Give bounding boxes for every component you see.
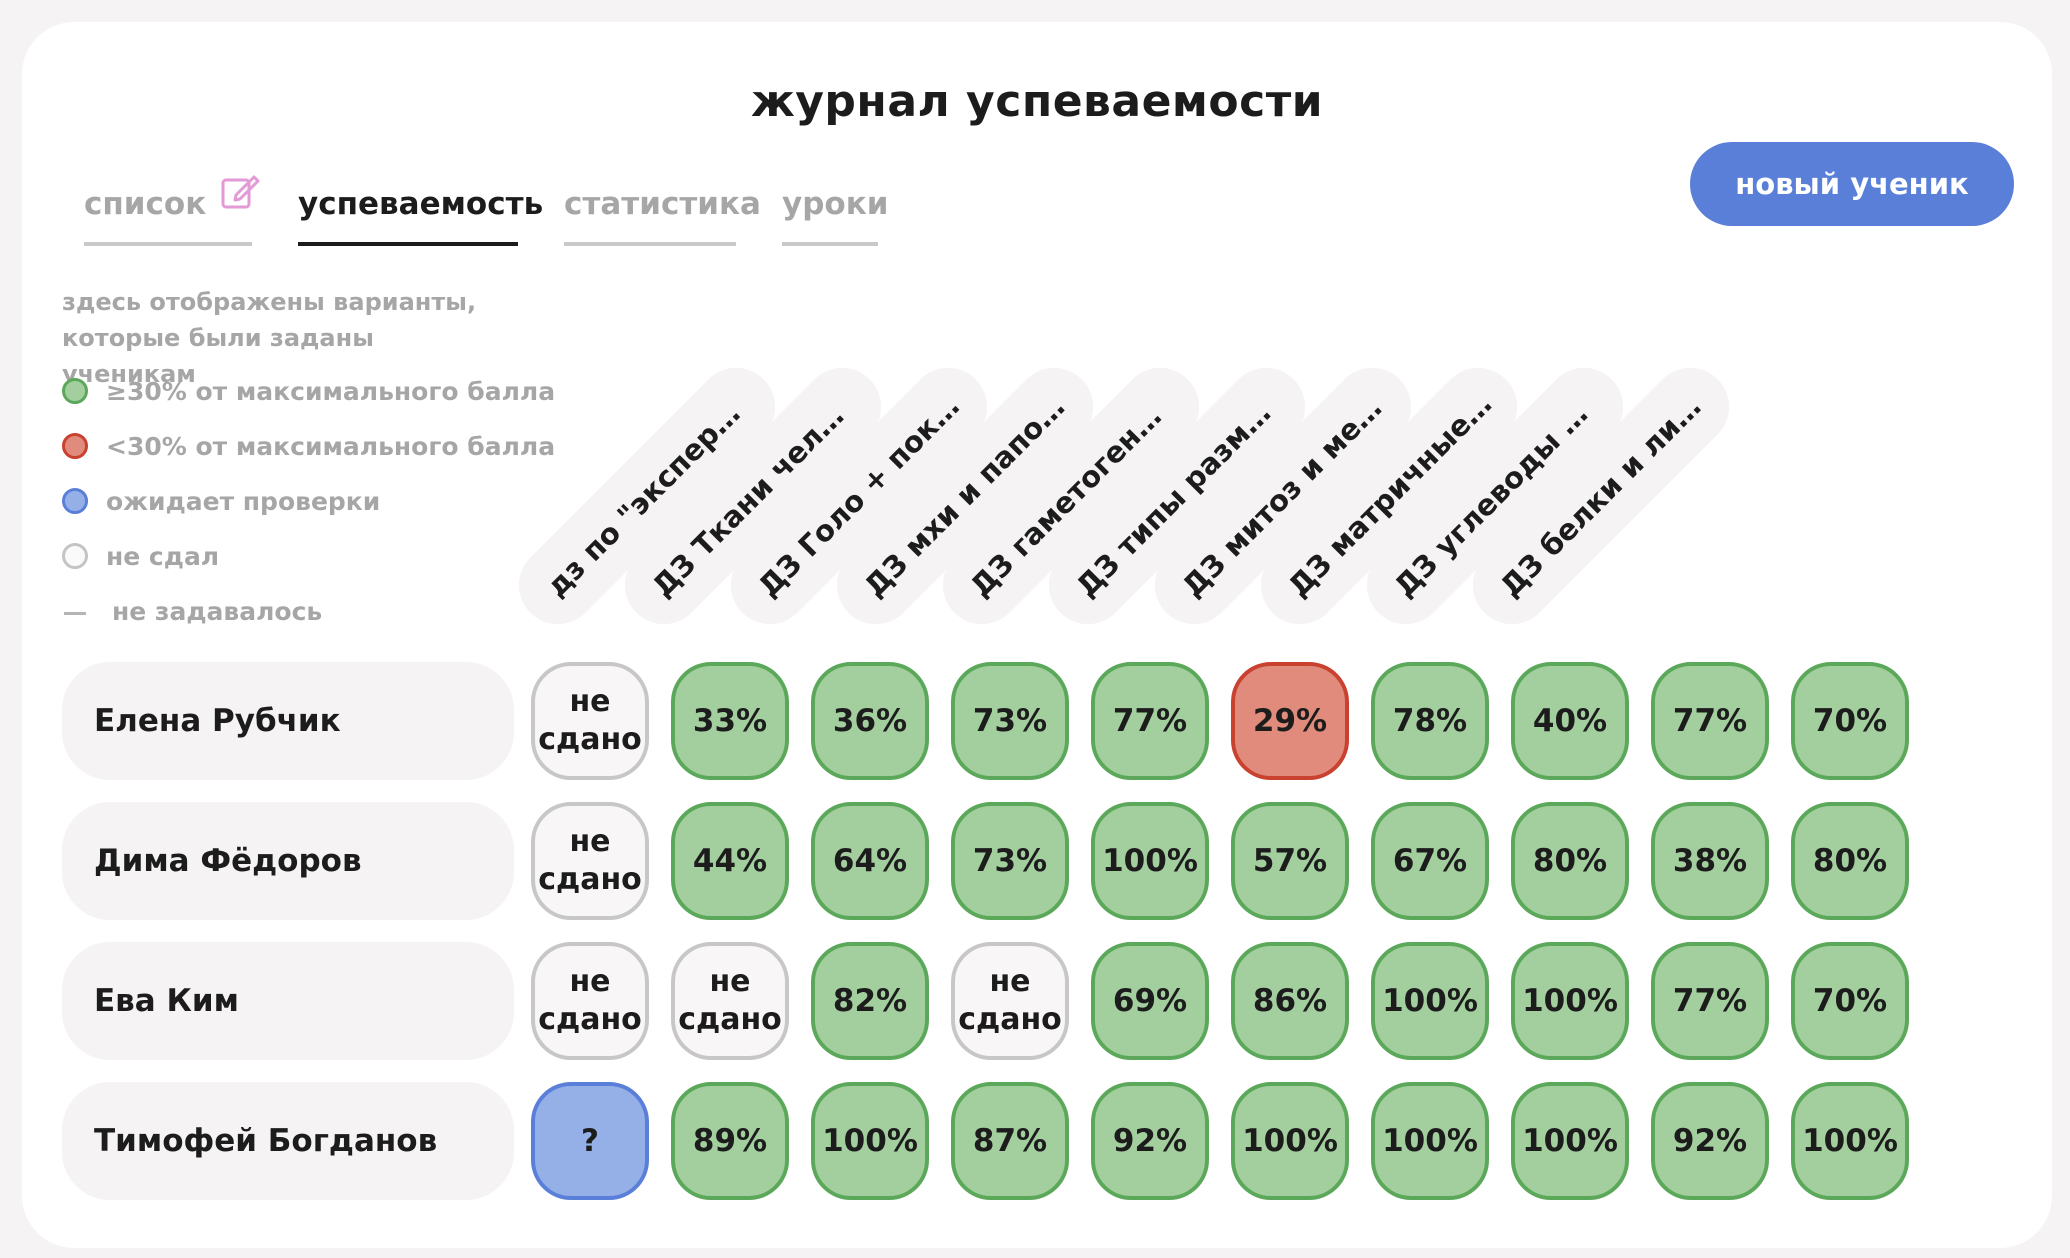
legend-item-none: не сдал bbox=[62, 537, 219, 577]
grade-cell[interactable]: 100% bbox=[1791, 1082, 1909, 1200]
red-dot-icon bbox=[62, 433, 88, 459]
grade-cell[interactable]: 69% bbox=[1091, 942, 1209, 1060]
student-name[interactable]: Тимофей Богданов bbox=[62, 1082, 514, 1200]
grade-cell[interactable]: не сдано bbox=[951, 942, 1069, 1060]
empty-dot-icon bbox=[62, 543, 88, 569]
grade-cell[interactable]: ? bbox=[531, 1082, 649, 1200]
grade-cell[interactable]: 77% bbox=[1651, 942, 1769, 1060]
green-dot-icon bbox=[62, 378, 88, 404]
legend-note: здесь отображены варианты, которые были … bbox=[62, 288, 477, 388]
grade-cell[interactable]: 100% bbox=[1511, 1082, 1629, 1200]
legend-label: <30% от максимального балла bbox=[106, 432, 556, 461]
tab-list-label: список bbox=[84, 186, 207, 222]
grade-cell[interactable]: 86% bbox=[1231, 942, 1349, 1060]
grade-cell[interactable]: 36% bbox=[811, 662, 929, 780]
grade-cell[interactable]: не сдано bbox=[531, 662, 649, 780]
grade-cell[interactable]: 80% bbox=[1791, 802, 1909, 920]
grade-cell[interactable]: 100% bbox=[1371, 942, 1489, 1060]
grade-cell[interactable]: 38% bbox=[1651, 802, 1769, 920]
dash-icon bbox=[64, 611, 86, 615]
gradebook-card: журнал успеваемости список успеваемость … bbox=[22, 22, 2052, 1248]
blue-dot-icon bbox=[62, 488, 88, 514]
grade-cell[interactable]: 40% bbox=[1511, 662, 1629, 780]
grade-cell[interactable]: 64% bbox=[811, 802, 929, 920]
tab-statistics-label: статистика bbox=[564, 186, 761, 222]
new-student-button[interactable]: новый ученик bbox=[1690, 142, 2014, 226]
edit-icon bbox=[220, 169, 260, 233]
grade-cell[interactable]: 77% bbox=[1091, 662, 1209, 780]
tab-list[interactable]: список bbox=[84, 172, 260, 246]
grade-cell[interactable]: 73% bbox=[951, 662, 1069, 780]
grade-cell[interactable]: 92% bbox=[1651, 1082, 1769, 1200]
grade-cell[interactable]: 78% bbox=[1371, 662, 1489, 780]
legend-label: не задавалось bbox=[112, 597, 323, 626]
grade-cell[interactable]: 70% bbox=[1791, 662, 1909, 780]
grade-cell[interactable]: 100% bbox=[1511, 942, 1629, 1060]
tab-performance-label: успеваемость bbox=[298, 186, 544, 222]
grade-cell[interactable]: 92% bbox=[1091, 1082, 1209, 1200]
grade-cell[interactable]: не сдано bbox=[671, 942, 789, 1060]
grade-cell[interactable]: 70% bbox=[1791, 942, 1909, 1060]
tab-performance[interactable]: успеваемость bbox=[298, 172, 543, 246]
assignment-headers: дз по "экспериме… ДЗ Ткани человек… ДЗ Г… bbox=[22, 322, 2052, 642]
grade-cell[interactable]: 89% bbox=[671, 1082, 789, 1200]
tab-lessons[interactable]: уроки bbox=[782, 172, 888, 246]
page-title: журнал успеваемости bbox=[750, 76, 1324, 127]
tab-statistics[interactable]: статистика bbox=[564, 172, 761, 246]
legend-label: не сдал bbox=[106, 542, 220, 571]
grade-cell[interactable]: 100% bbox=[1371, 1082, 1489, 1200]
grade-cell[interactable]: 100% bbox=[811, 1082, 929, 1200]
grade-cell[interactable]: 77% bbox=[1651, 662, 1769, 780]
grade-cell[interactable]: 67% bbox=[1371, 802, 1489, 920]
grade-cell[interactable]: 57% bbox=[1231, 802, 1349, 920]
grade-cell[interactable]: не сдано bbox=[531, 942, 649, 1060]
student-name[interactable]: Ева Ким bbox=[62, 942, 514, 1060]
grade-cell[interactable]: 33% bbox=[671, 662, 789, 780]
legend-item-dash: не задавалось bbox=[62, 592, 322, 632]
grade-cell[interactable]: 29% bbox=[1231, 662, 1349, 780]
student-name[interactable]: Елена Рубчик bbox=[62, 662, 514, 780]
grade-cell[interactable]: 82% bbox=[811, 942, 929, 1060]
legend: здесь отображены варианты, которые были … bbox=[62, 284, 582, 626]
legend-item-blue: ожидает проверки bbox=[62, 482, 380, 522]
legend-label: ожидает проверки bbox=[106, 487, 381, 516]
legend-label: ≥30% от максимального балла bbox=[106, 377, 556, 406]
grade-cell[interactable]: 100% bbox=[1091, 802, 1209, 920]
grade-cell[interactable]: 80% bbox=[1511, 802, 1629, 920]
grade-cell[interactable]: 73% bbox=[951, 802, 1069, 920]
grade-cell[interactable]: 87% bbox=[951, 1082, 1069, 1200]
grade-cell[interactable]: 44% bbox=[671, 802, 789, 920]
tab-lessons-label: уроки bbox=[782, 186, 889, 222]
grade-cell[interactable]: 100% bbox=[1231, 1082, 1349, 1200]
legend-item-green: ≥30% от максимального балла bbox=[62, 372, 555, 412]
legend-item-red: <30% от максимального балла bbox=[62, 427, 555, 467]
student-name[interactable]: Дима Фёдоров bbox=[62, 802, 514, 920]
grade-cell[interactable]: не сдано bbox=[531, 802, 649, 920]
